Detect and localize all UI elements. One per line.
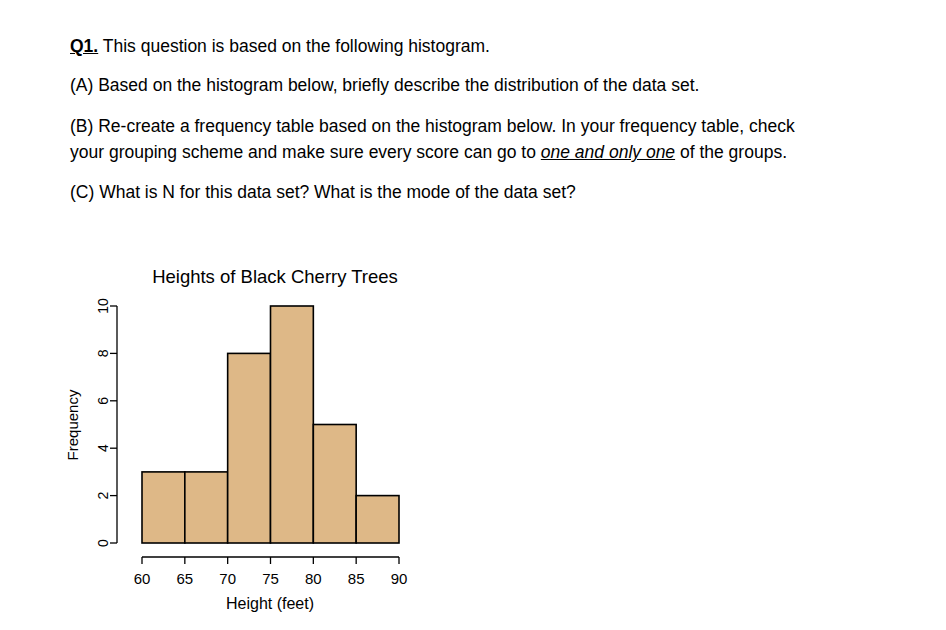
y-tick-label: 8 [95, 349, 111, 357]
y-tick-label: 10 [95, 298, 111, 314]
x-tick-label: 90 [391, 570, 408, 587]
x-tick [227, 557, 228, 564]
text-line: (C) What is N for this data set? What is… [70, 181, 576, 203]
x-tick [313, 557, 314, 564]
y-axis-line [116, 306, 117, 543]
text-line: your grouping scheme and make sure every… [70, 141, 787, 163]
bar [185, 472, 228, 543]
y-tick-label: 6 [95, 397, 111, 405]
y-tick-label: 4 [95, 444, 111, 452]
x-tick [270, 557, 271, 564]
x-tick [398, 557, 399, 564]
bars [142, 306, 399, 543]
x-tick-label: 60 [134, 570, 151, 587]
text-segment: (B) Re-create a frequency table based on… [70, 116, 795, 136]
text-segment: (A) Based on the histogram below, briefl… [70, 75, 699, 95]
x-tick [184, 557, 185, 564]
bar [142, 472, 185, 543]
text-line: (B) Re-create a frequency table based on… [70, 115, 795, 137]
page: Q1. This question is based on the follow… [0, 0, 946, 630]
bar [356, 496, 399, 543]
x-tick [356, 557, 357, 564]
x-tick-label: 75 [262, 570, 279, 587]
y-tick-label: 2 [95, 491, 111, 499]
y-axis-label: Frequency [64, 389, 81, 460]
text-segment: Q1. [70, 36, 98, 56]
y-tick [110, 305, 117, 306]
y-tick [110, 353, 117, 354]
chart: Heights of Black Cherry Trees 0 2 4 6 8 10 Freq… [0, 0, 946, 630]
y-tick [110, 495, 117, 496]
x-tick-label: 85 [348, 570, 365, 587]
text-segment: your grouping scheme and make sure every… [70, 142, 541, 162]
x-tick-label: 70 [219, 570, 236, 587]
x-axis-label: Height (feet) [226, 595, 314, 612]
y-tick [110, 448, 117, 449]
x-tick-label: 80 [305, 570, 322, 587]
bar [271, 306, 314, 543]
x-tick [141, 557, 142, 564]
text-line: (A) Based on the histogram below, briefl… [70, 74, 699, 96]
bar [228, 353, 271, 543]
y-tick [110, 542, 117, 543]
bar [313, 425, 356, 544]
y-tick [110, 400, 117, 401]
text-line: Q1. This question is based on the follow… [70, 35, 490, 57]
x-tick-label: 65 [176, 570, 193, 587]
y-tick-label: 0 [95, 539, 111, 547]
text-segment: This question is based on the following … [98, 36, 490, 56]
text-segment: of the groups. [675, 142, 787, 162]
text-segment: (C) What is N for this data set? What is… [70, 182, 576, 202]
text-segment: one and only one [541, 142, 675, 162]
chart-title: Heights of Black Cherry Trees [152, 266, 398, 287]
